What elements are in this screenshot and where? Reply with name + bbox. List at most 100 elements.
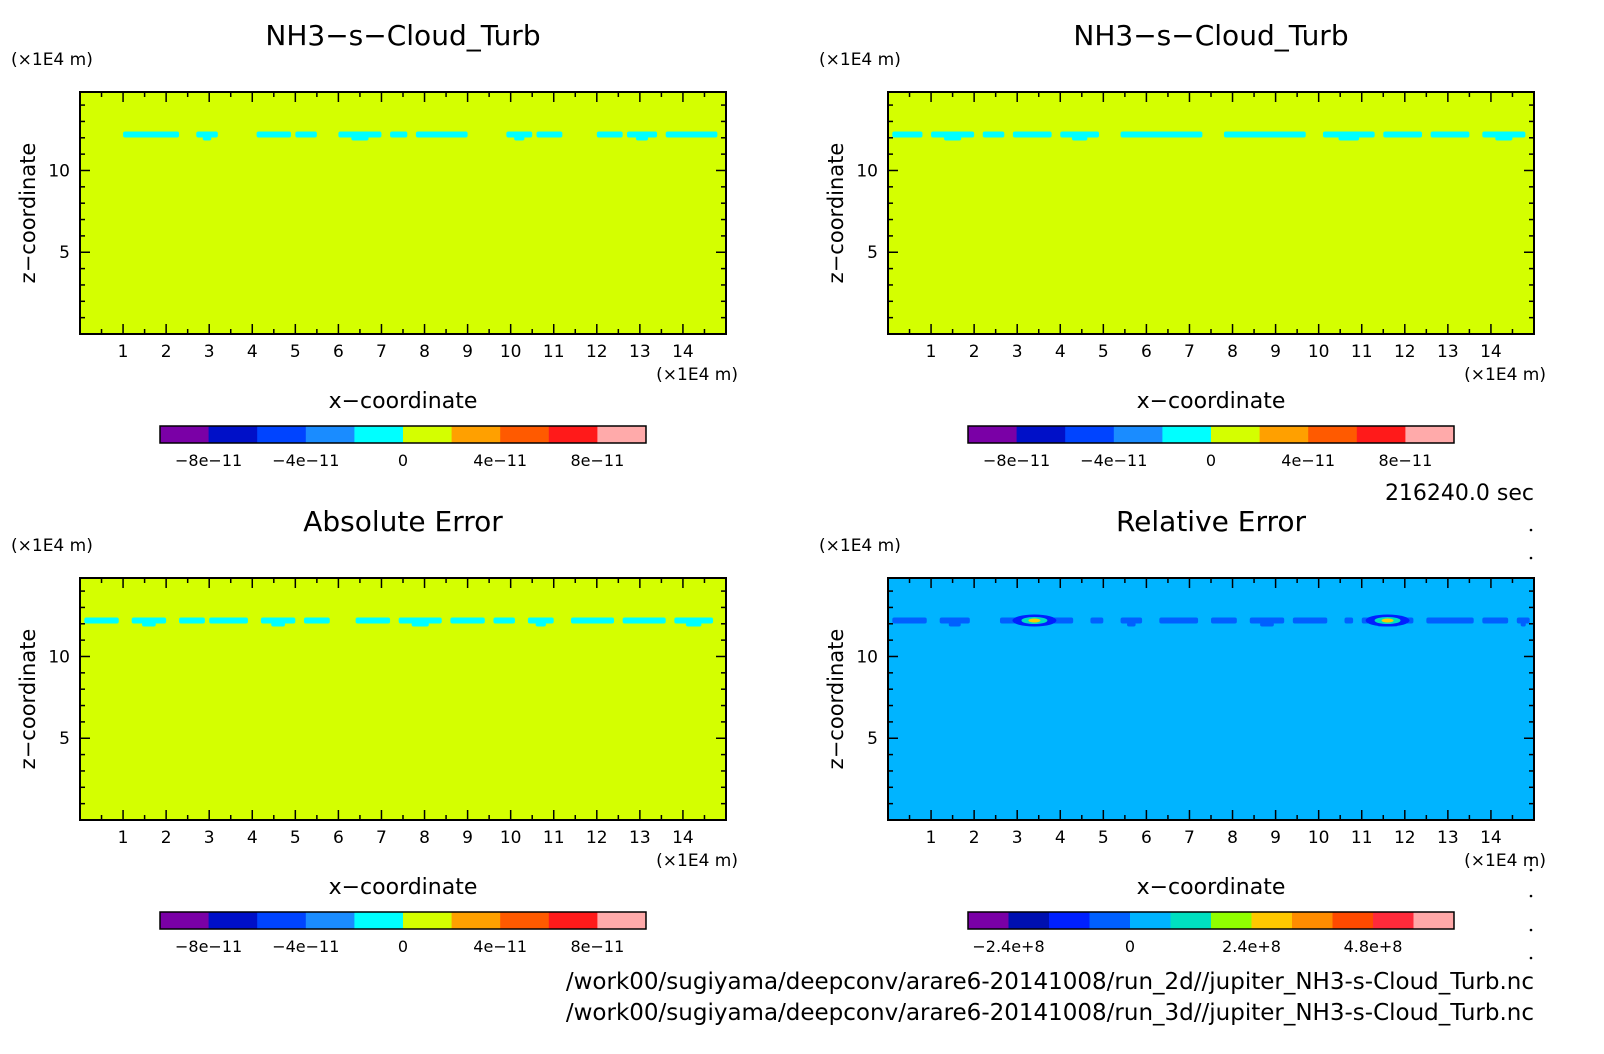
x-axis-label: x−coordinate (329, 875, 478, 900)
contour-band-segment (1482, 131, 1526, 138)
contour-band-dip (1260, 622, 1274, 627)
y-tick-label: 10 (48, 647, 70, 667)
contour-band-dip (1127, 622, 1136, 627)
plot-background (888, 92, 1534, 334)
colorbar-tick-label: 8e−11 (1379, 451, 1433, 470)
colorbar-tick-label: 2.4e+8 (1222, 937, 1281, 956)
contour-band-dip (351, 136, 369, 141)
colorbar-segment (1211, 912, 1252, 929)
contour-band-segment (1322, 131, 1375, 138)
x-tick-label: 14 (672, 828, 694, 848)
contour-band-dip (514, 136, 525, 141)
contour-band-segment (626, 131, 658, 138)
x-tick-label: 3 (204, 828, 215, 848)
colorbar-segment (354, 426, 404, 443)
contour-band-dip (1495, 136, 1513, 141)
y-axis-label: z−coordinate (16, 143, 40, 284)
y-tick-label: 5 (59, 243, 70, 263)
colorbar-tick-label: −8e−11 (175, 937, 242, 956)
x-tick-label: 5 (290, 828, 301, 848)
y-axis-label: z−coordinate (824, 143, 848, 284)
colorbar-segment (500, 426, 550, 443)
y-axis-label: z−coordinate (824, 629, 848, 770)
colorbar-segment (451, 426, 501, 443)
contour-band-segment (1383, 131, 1423, 138)
x-tick-label: 6 (1141, 828, 1152, 848)
x-tick-label: 1 (118, 828, 129, 848)
contour-band-dip (535, 622, 546, 627)
contour-band-segment (527, 617, 554, 624)
panel-1 (79, 91, 727, 444)
x-tick-label: 7 (376, 828, 387, 848)
x-tick-label: 12 (586, 828, 608, 848)
colorbar-segment (451, 912, 501, 929)
contour-band-dip (202, 136, 212, 141)
panel-3 (79, 577, 727, 930)
y-tick-label: 5 (867, 729, 878, 749)
x-tick-label: 2 (161, 828, 172, 848)
colorbar-tick-label: 4e−11 (473, 937, 527, 956)
contour-band-segment (1426, 617, 1474, 624)
x-tick-label: 6 (333, 828, 344, 848)
x-tick-label: 5 (290, 342, 301, 362)
x-tick-label: 12 (1394, 342, 1416, 362)
colorbar-segment (257, 912, 307, 929)
contour-band-segment (1249, 617, 1285, 624)
x-tick-label: 9 (462, 342, 473, 362)
x-unit-label: (×1E4 m) (656, 851, 738, 871)
colorbar-segment (548, 426, 598, 443)
hotspot-core (1381, 618, 1394, 623)
colorbar-segment (968, 912, 1009, 929)
contour-band-segment (1120, 131, 1203, 138)
contour-band-dip (943, 136, 962, 141)
colorbar-segment (1130, 912, 1171, 929)
x-tick-label: 11 (1351, 342, 1373, 362)
colorbar-tick-label: 0 (398, 451, 408, 470)
colorbar-tick-label: −4e−11 (272, 937, 339, 956)
margin-dot (1529, 894, 1533, 898)
colorbar-segment (597, 912, 647, 929)
colorbar-segment (500, 912, 550, 929)
colorbar-segment (1065, 426, 1115, 443)
colorbar-tick-label: 8e−11 (571, 451, 625, 470)
y-unit-label: (×1E4 m) (11, 536, 93, 556)
contour-band-segment (1090, 617, 1104, 624)
panel-2 (887, 91, 1535, 444)
x-tick-label: 10 (500, 828, 522, 848)
contour-band-segment (390, 131, 408, 138)
contour-band-dip (142, 622, 156, 627)
contour-band-dip (1520, 622, 1526, 627)
margin-dot (1529, 528, 1533, 532)
colorbar-segment (1292, 912, 1333, 929)
colorbar-segment (1308, 426, 1358, 443)
colorbar-tick-label: −8e−11 (175, 451, 242, 470)
colorbar-segment (403, 912, 453, 929)
contour-band-segment (338, 131, 382, 138)
colorbar-segment (160, 912, 210, 929)
x-tick-label: 2 (969, 342, 980, 362)
x-tick-label: 14 (1480, 828, 1502, 848)
contour-band-segment (450, 617, 485, 624)
file-path: /work00/sugiyama/deepconv/arare6-2014100… (566, 1000, 1534, 1026)
x-tick-label: 6 (333, 342, 344, 362)
x-tick-label: 6 (1141, 342, 1152, 362)
x-axis-label: x−coordinate (1137, 389, 1286, 414)
x-tick-label: 9 (1270, 828, 1281, 848)
x-tick-label: 7 (1184, 828, 1195, 848)
x-unit-label: (×1E4 m) (1464, 851, 1546, 871)
x-tick-label: 13 (1437, 342, 1459, 362)
x-tick-label: 13 (1437, 828, 1459, 848)
colorbar-tick-label: −4e−11 (1080, 451, 1147, 470)
y-tick-label: 10 (856, 161, 878, 181)
x-tick-label: 7 (376, 342, 387, 362)
y-axis-label: z−coordinate (16, 629, 40, 770)
x-tick-label: 4 (247, 828, 258, 848)
x-tick-label: 8 (1227, 828, 1238, 848)
x-tick-label: 5 (1098, 342, 1109, 362)
colorbar-segment (1332, 912, 1374, 929)
contour-band-segment (179, 617, 205, 624)
contour-band-segment (1060, 131, 1100, 138)
x-tick-label: 14 (1480, 342, 1502, 362)
hotspot-core (1028, 618, 1041, 623)
